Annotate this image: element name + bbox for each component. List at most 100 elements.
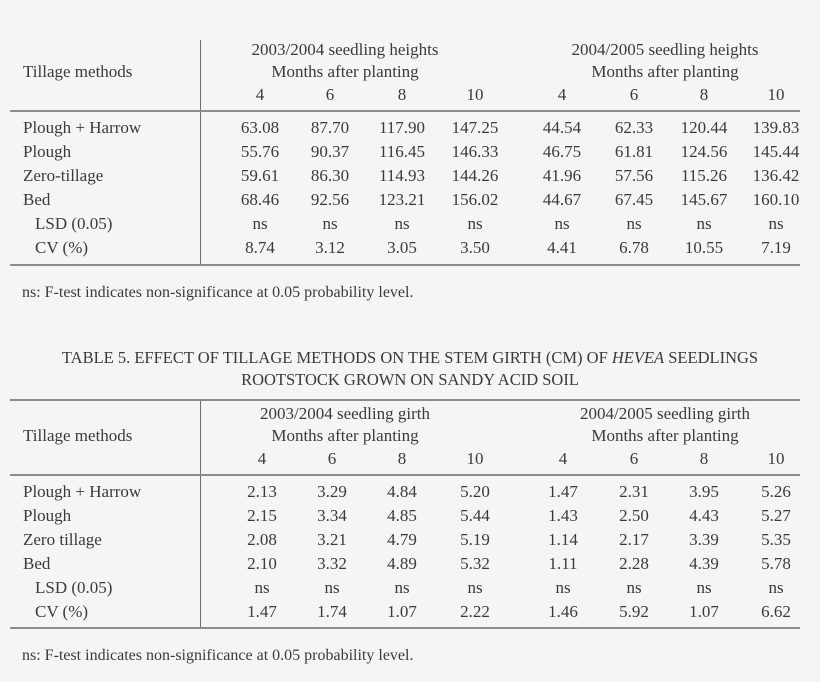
cell-value: 6.78	[619, 238, 649, 257]
month-header: 8	[699, 85, 709, 104]
month-header: 10	[767, 85, 785, 104]
stub-header: Tillage methods	[23, 426, 133, 445]
cell-value: 4.84	[387, 482, 417, 501]
row-label: LSD (0.05)	[35, 578, 113, 597]
cell-value: 3.05	[387, 238, 417, 257]
month-header: 10	[466, 85, 484, 104]
cell-value: 1.07	[387, 602, 417, 621]
table-4-footnote: ns: F-test indicates non-significance at…	[22, 284, 414, 301]
bottom-rule	[10, 264, 800, 266]
cell-value: 3.50	[460, 238, 490, 257]
cell-value: 124.56	[680, 142, 728, 161]
cell-value: 55.76	[240, 142, 280, 161]
cell-value: ns	[696, 214, 712, 233]
cell-value: 3.21	[317, 530, 347, 549]
cell-value: 92.56	[310, 190, 350, 209]
cell-value: ns	[554, 214, 570, 233]
cell-value: ns	[555, 578, 571, 597]
cell-value: ns	[322, 214, 338, 233]
cell-value: 144.26	[451, 166, 499, 185]
cell-value: 57.56	[614, 166, 654, 185]
caption-text: SEEDLINGS	[664, 348, 759, 367]
caption-italic-genus: HEVEA	[611, 348, 665, 367]
month-header: 8	[397, 85, 407, 104]
cell-value: 41.96	[542, 166, 582, 185]
cell-value: 2.15	[247, 506, 277, 525]
cell-value: 86.30	[310, 166, 350, 185]
row-label: Plough + Harrow	[23, 118, 142, 137]
cell-value: ns	[394, 578, 410, 597]
cell-value: 4.85	[387, 506, 417, 525]
cell-value: 4.89	[387, 554, 417, 573]
cell-value: 5.19	[460, 530, 490, 549]
group1-title: 2003/2004 seedling girth	[260, 404, 430, 423]
cell-value: 136.42	[752, 166, 800, 185]
cell-value: 116.45	[378, 142, 426, 161]
group1-title: 2003/2004 seedling heights	[251, 40, 439, 59]
cell-value: 90.37	[310, 142, 350, 161]
row-label: CV (%)	[35, 602, 89, 621]
cell-value: 5.92	[619, 602, 649, 621]
row-label: Zero-tillage	[23, 166, 104, 185]
cell-value: ns	[324, 578, 340, 597]
caption-line-2: ROOTSTOCK GROWN ON SANDY ACID SOIL	[241, 370, 579, 389]
group2-title: 2004/2005 seedling girth	[580, 404, 750, 423]
row-label: CV (%)	[35, 238, 89, 257]
cell-value: 44.67	[542, 190, 582, 209]
cell-value: 1.46	[548, 602, 578, 621]
cell-value: 115.26	[680, 166, 728, 185]
cell-value: 1.43	[548, 506, 578, 525]
cell-value: 2.22	[460, 602, 490, 621]
cell-value: 114.93	[378, 166, 426, 185]
table-5-stem-girth: Tillage methods 2003/2004 seedling girth…	[10, 396, 800, 636]
cell-value: 4.39	[689, 554, 719, 573]
cell-value: 5.27	[761, 506, 791, 525]
month-header: 4	[558, 449, 568, 468]
cell-value: 1.14	[548, 530, 578, 549]
month-header: 10	[466, 449, 484, 468]
month-header: 4	[557, 85, 567, 104]
table-5-footnote: ns: F-test indicates non-significance at…	[22, 647, 414, 664]
group2-subheader: Months after planting	[591, 62, 739, 81]
cell-value: 44.54	[542, 118, 582, 137]
cell-value: 146.33	[451, 142, 499, 161]
cell-value: 1.74	[317, 602, 347, 621]
group2-subheader: Months after planting	[591, 426, 739, 445]
cell-value: 2.28	[619, 554, 649, 573]
cell-value: ns	[254, 578, 270, 597]
cell-value: 123.21	[378, 190, 426, 209]
cell-value: ns	[467, 214, 483, 233]
cell-value: 1.11	[548, 554, 578, 573]
cell-value: ns	[768, 578, 784, 597]
row-label: LSD (0.05)	[35, 214, 113, 233]
month-header: 8	[397, 449, 407, 468]
cell-value: 87.70	[310, 118, 350, 137]
top-rule	[10, 399, 800, 401]
month-header: 6	[629, 85, 639, 104]
group2-title: 2004/2005 seedling heights	[571, 40, 759, 59]
cell-value: 3.95	[689, 482, 719, 501]
caption-line-1: TABLE 5. EFFECT OF TILLAGE METHODS ON TH…	[0, 347, 820, 369]
cell-value: 2.31	[619, 482, 649, 501]
cell-value: 5.78	[761, 554, 791, 573]
cell-value: 156.02	[451, 190, 499, 209]
cell-value: 1.07	[689, 602, 719, 621]
cell-value: ns	[768, 214, 784, 233]
month-header: 6	[325, 85, 335, 104]
stub-header: Tillage methods	[23, 62, 133, 81]
cell-value: 2.08	[247, 530, 277, 549]
cell-value: 5.32	[460, 554, 490, 573]
group1-subheader: Months after planting	[271, 426, 419, 445]
cell-value: 145.67	[680, 190, 728, 209]
cell-value: 67.45	[614, 190, 654, 209]
cell-value: ns	[467, 578, 483, 597]
cell-value: 3.12	[315, 238, 345, 257]
row-label: Bed	[23, 554, 51, 573]
cell-value: 68.46	[240, 190, 280, 209]
cell-value: 3.29	[317, 482, 347, 501]
cell-value: 117.90	[378, 118, 426, 137]
cell-value: 3.32	[317, 554, 347, 573]
cell-value: 120.44	[680, 118, 728, 137]
stub-divider	[200, 401, 201, 628]
cell-value: ns	[626, 578, 642, 597]
